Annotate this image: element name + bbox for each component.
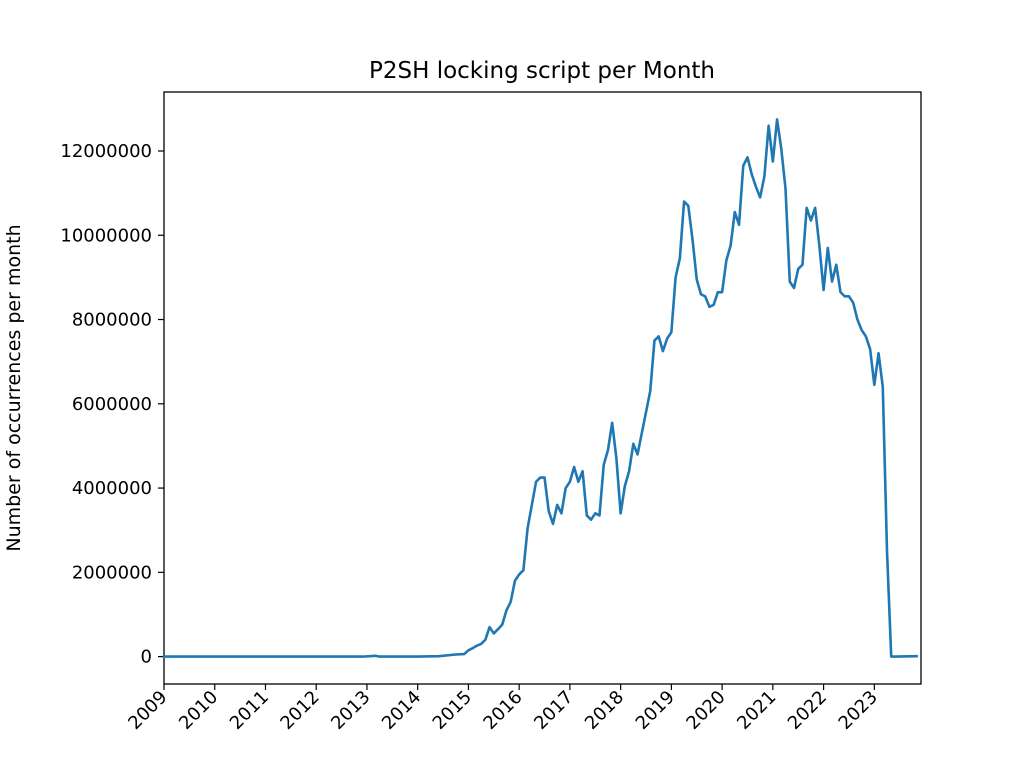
x-axis: 2009 2010 2011 2012 2013 2014 2015 2016 2017 2018… bbox=[124, 684, 882, 734]
y-tick-label: 0 bbox=[141, 647, 152, 668]
x-tick-label: 2014 bbox=[378, 687, 425, 734]
x-tick-label: 2017 bbox=[530, 687, 577, 734]
x-tick-label: 2019 bbox=[632, 687, 679, 734]
x-tick-label: 2016 bbox=[479, 687, 526, 734]
x-tick-label: 2011 bbox=[226, 687, 273, 734]
y-axis-label: Number of occurrences per month bbox=[3, 224, 25, 551]
y-axis: 0 2000000 4000000 6000000 8000000 10000000 120… bbox=[60, 141, 164, 668]
series-layer bbox=[162, 118, 918, 658]
y-tick-label: 2000000 bbox=[72, 562, 152, 583]
x-tick-label: 2010 bbox=[175, 687, 222, 734]
x-tick-label: 2012 bbox=[277, 687, 324, 734]
y-tick-label: 10000000 bbox=[60, 225, 152, 246]
x-tick-label: 2018 bbox=[581, 687, 628, 734]
x-tick-label: 2020 bbox=[682, 687, 729, 734]
y-tick-label: 4000000 bbox=[72, 478, 152, 499]
x-tick-label: 2021 bbox=[733, 687, 780, 734]
y-tick-label: 8000000 bbox=[72, 310, 152, 331]
y-tick-label: 12000000 bbox=[60, 141, 152, 162]
x-tick-label: 2013 bbox=[327, 687, 374, 734]
x-tick-label: 2009 bbox=[124, 687, 171, 734]
chart-title: P2SH locking script per Month bbox=[369, 58, 715, 84]
y-tick-label: 6000000 bbox=[72, 394, 152, 415]
series-line-0 bbox=[162, 118, 918, 658]
x-tick-label: 2015 bbox=[429, 687, 476, 734]
plot-area-frame bbox=[163, 91, 922, 685]
x-tick-label: 2022 bbox=[784, 687, 831, 734]
x-tick-label: 2023 bbox=[835, 687, 882, 734]
